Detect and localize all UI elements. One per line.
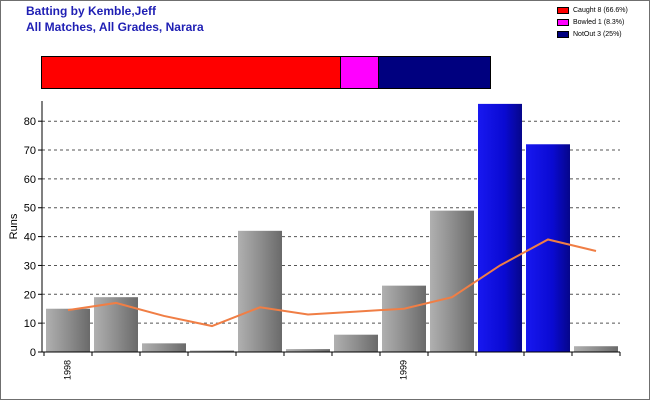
legend-label-caught: Caught 8 (66.6%): [573, 7, 628, 14]
bar: [382, 285, 426, 352]
bar: [142, 343, 186, 352]
legend-item-notout: NotOut 3 (25%): [557, 29, 628, 40]
y-tick-label: 20: [24, 289, 36, 301]
dist-segment-caught: [42, 57, 341, 88]
legend-item-caught: Caught 8 (66.6%): [557, 5, 628, 16]
y-tick-label: 0: [30, 347, 36, 359]
y-tick-label: 30: [24, 260, 36, 272]
y-tick-label: 80: [24, 116, 36, 128]
legend-label-bowled: Bowled 1 (8.3%): [573, 19, 625, 26]
bar: [430, 210, 474, 352]
x-tick-label: 1998: [62, 360, 72, 380]
legend-label-notout: NotOut 3 (25%): [573, 31, 622, 38]
chart-subtitle: All Matches, All Grades, Narara: [26, 20, 204, 34]
legend-swatch-notout: [557, 31, 569, 38]
legend-swatch-bowled: [557, 19, 569, 26]
dismissal-distribution-bar: [41, 56, 491, 89]
bar: [46, 308, 90, 352]
legend-item-bowled: Bowled 1 (8.3%): [557, 17, 628, 28]
y-tick-label: 40: [24, 232, 36, 244]
bar: [478, 103, 522, 352]
y-axis-label: Runs: [8, 213, 20, 239]
bar: [574, 346, 618, 352]
y-tick-label: 70: [24, 145, 36, 157]
chart-title: Batting by Kemble,Jeff: [26, 4, 157, 18]
dist-segment-bowled: [340, 57, 378, 88]
legend-swatch-caught: [557, 7, 569, 14]
bar: [286, 349, 330, 352]
y-tick-label: 50: [24, 203, 36, 215]
bar: [238, 230, 282, 352]
dist-segment-notout: [377, 57, 490, 88]
y-tick-label: 60: [24, 174, 36, 186]
trend-line: [67, 238, 597, 328]
legend: Caught 8 (66.6%) Bowled 1 (8.3%) NotOut …: [557, 5, 628, 41]
bar: [334, 334, 378, 352]
y-tick-label: 10: [24, 318, 36, 330]
x-tick-label: 1999: [398, 360, 408, 380]
bar: [190, 350, 234, 352]
